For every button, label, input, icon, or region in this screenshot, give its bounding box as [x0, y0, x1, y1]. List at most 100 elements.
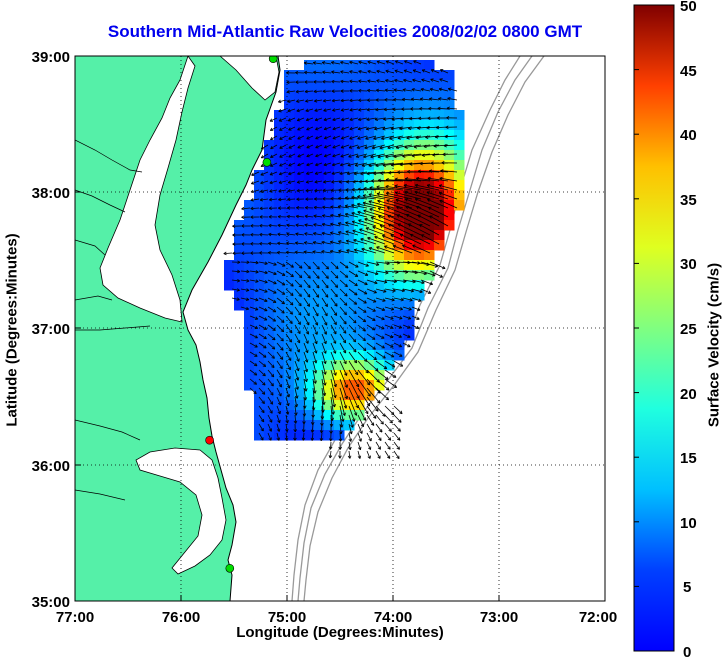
velocity-arrow — [321, 396, 324, 413]
velocity-arrowhead — [246, 297, 250, 301]
velocity-arrow — [402, 153, 422, 157]
velocity-arrowhead — [322, 197, 326, 200]
velocity-arrowhead — [385, 186, 389, 189]
velocity-cell — [374, 250, 385, 261]
velocity-arrowhead — [378, 399, 381, 404]
velocity-arrowhead — [341, 126, 344, 130]
velocity-arrowhead — [357, 202, 361, 205]
station-north — [268, 56, 278, 63]
velocity-arrow — [375, 297, 386, 302]
velocity-arrow — [294, 351, 300, 362]
velocity-arrowhead — [421, 79, 424, 82]
velocity-arrowhead — [322, 409, 325, 413]
velocity-cell — [394, 70, 405, 81]
velocity-arrowhead — [438, 192, 442, 196]
velocity-arrow — [384, 270, 399, 273]
velocity-arrow — [376, 61, 386, 65]
velocity-arrow — [340, 61, 350, 65]
velocity-arrowhead — [417, 316, 420, 320]
velocity-arrowhead — [332, 138, 336, 140]
velocity-cell — [414, 240, 425, 251]
velocity-cell — [374, 220, 385, 231]
velocity-cell — [374, 330, 385, 341]
velocity-arrow — [429, 215, 449, 227]
velocity-cell — [254, 360, 265, 371]
velocity-arrow — [366, 270, 379, 275]
velocity-arrow — [375, 414, 384, 425]
velocity-arrowhead — [421, 69, 425, 73]
velocity-arrowhead — [382, 307, 386, 311]
velocity-cell — [344, 370, 355, 381]
velocity-arrow — [393, 351, 403, 357]
velocity-arrowhead — [375, 89, 379, 93]
velocity-arrowhead — [364, 337, 366, 341]
velocity-arrow — [374, 126, 386, 130]
velocity-arrow — [367, 237, 386, 245]
velocity-arrow — [258, 396, 265, 404]
velocity-arrowhead — [401, 297, 404, 301]
velocity-arrow — [348, 378, 360, 399]
velocity-arrow — [231, 288, 240, 291]
velocity-cell — [234, 290, 245, 301]
velocity-arrowhead — [366, 98, 370, 101]
velocity-arrow — [348, 288, 358, 296]
velocity-arrow — [339, 405, 344, 422]
velocity-cell — [344, 80, 355, 91]
velocity-arrowhead — [402, 288, 405, 292]
velocity-arrowhead — [278, 182, 282, 184]
velocity-arrowhead — [402, 97, 406, 100]
velocity-arrowhead — [315, 119, 319, 122]
velocity-arrow — [375, 369, 389, 380]
velocity-arrowhead — [426, 183, 431, 186]
velocity-cell — [334, 310, 345, 321]
velocity-arrow — [349, 71, 359, 74]
velocity-arrowhead — [365, 126, 369, 130]
velocity-arrow — [340, 153, 350, 157]
velocity-cell — [334, 70, 345, 81]
velocity-arrowhead — [386, 191, 390, 194]
velocity-cell — [304, 430, 315, 441]
velocity-arrowhead — [286, 82, 290, 85]
velocity-arrowhead — [360, 238, 363, 242]
velocity-arrowhead — [394, 60, 398, 64]
velocity-arrowhead — [286, 242, 289, 246]
velocity-arrowhead — [315, 173, 319, 175]
velocity-arrowhead — [345, 311, 347, 315]
velocity-arrow — [285, 414, 288, 424]
velocity-arrow — [286, 242, 296, 245]
velocity-arrowhead — [277, 242, 281, 246]
velocity-arrowhead — [385, 178, 389, 181]
velocity-arrowhead — [269, 127, 273, 131]
velocity-cell — [404, 130, 415, 141]
velocity-arrow — [294, 414, 297, 424]
velocity-cell — [334, 340, 345, 351]
velocity-arrowhead — [357, 138, 361, 140]
velocity-arrowhead — [397, 136, 401, 139]
velocity-arrowhead — [376, 69, 380, 72]
velocity-cell — [374, 360, 385, 371]
velocity-arrowhead — [331, 81, 335, 84]
velocity-arrowhead — [352, 424, 354, 428]
velocity-cell — [334, 400, 345, 411]
velocity-arrowhead — [397, 171, 401, 175]
velocity-arrowhead — [330, 222, 334, 225]
velocity-cell — [324, 90, 335, 101]
velocity-arrowhead — [305, 205, 309, 208]
velocity-arrowhead — [436, 127, 440, 130]
velocity-arrowhead — [419, 161, 423, 165]
velocity-arrowhead — [421, 280, 425, 284]
velocity-arrow — [267, 270, 277, 275]
velocity-arrow — [375, 405, 386, 417]
velocity-arrowhead — [377, 391, 381, 394]
velocity-cell — [344, 180, 355, 191]
velocity-cell — [274, 130, 285, 141]
velocity-cell — [244, 200, 255, 211]
velocity-arrowhead — [330, 213, 334, 216]
velocity-arrow — [421, 153, 440, 156]
velocity-arrowhead — [314, 323, 318, 326]
velocity-arrow — [323, 126, 332, 130]
velocity-arrowhead — [324, 382, 327, 386]
velocity-cell — [294, 290, 305, 301]
velocity-arrowhead — [415, 206, 419, 210]
velocity-arrowhead — [368, 247, 373, 249]
